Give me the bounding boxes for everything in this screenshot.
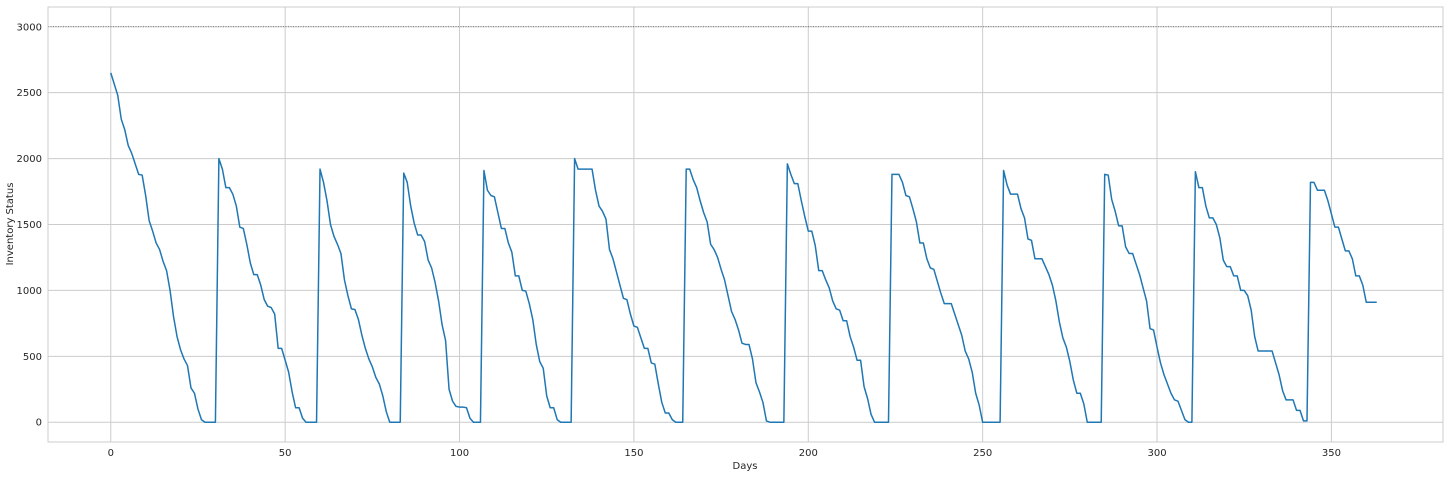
x-tick-label: 150 <box>624 448 643 459</box>
inventory-line <box>110 72 1377 423</box>
y-tick-label: 0 <box>36 418 42 429</box>
y-tick-label: 2000 <box>17 154 42 165</box>
y-tick-label: 1000 <box>17 286 42 297</box>
y-tick-labels: 0 500 1000 1500 2000 2500 3000 <box>17 22 42 428</box>
x-tick-label: 250 <box>973 448 992 459</box>
x-tick-label: 300 <box>1147 448 1166 459</box>
y-tick-label: 500 <box>23 352 42 363</box>
y-tick-label: 1500 <box>17 220 42 231</box>
x-tick-label: 350 <box>1322 448 1341 459</box>
x-axis-label: Days <box>733 461 758 472</box>
y-tick-label: 3000 <box>17 22 42 33</box>
y-tick-label: 2500 <box>17 88 42 99</box>
plot-frame <box>47 6 1444 443</box>
x-tick-labels: 0 50 100 150 200 250 300 350 <box>108 448 1341 459</box>
x-tick-label: 100 <box>450 448 469 459</box>
x-tick-label: 50 <box>279 448 292 459</box>
x-tick-label: 200 <box>799 448 818 459</box>
y-axis-label: Inventory Status <box>5 183 16 266</box>
x-tick-label: 0 <box>108 448 114 459</box>
